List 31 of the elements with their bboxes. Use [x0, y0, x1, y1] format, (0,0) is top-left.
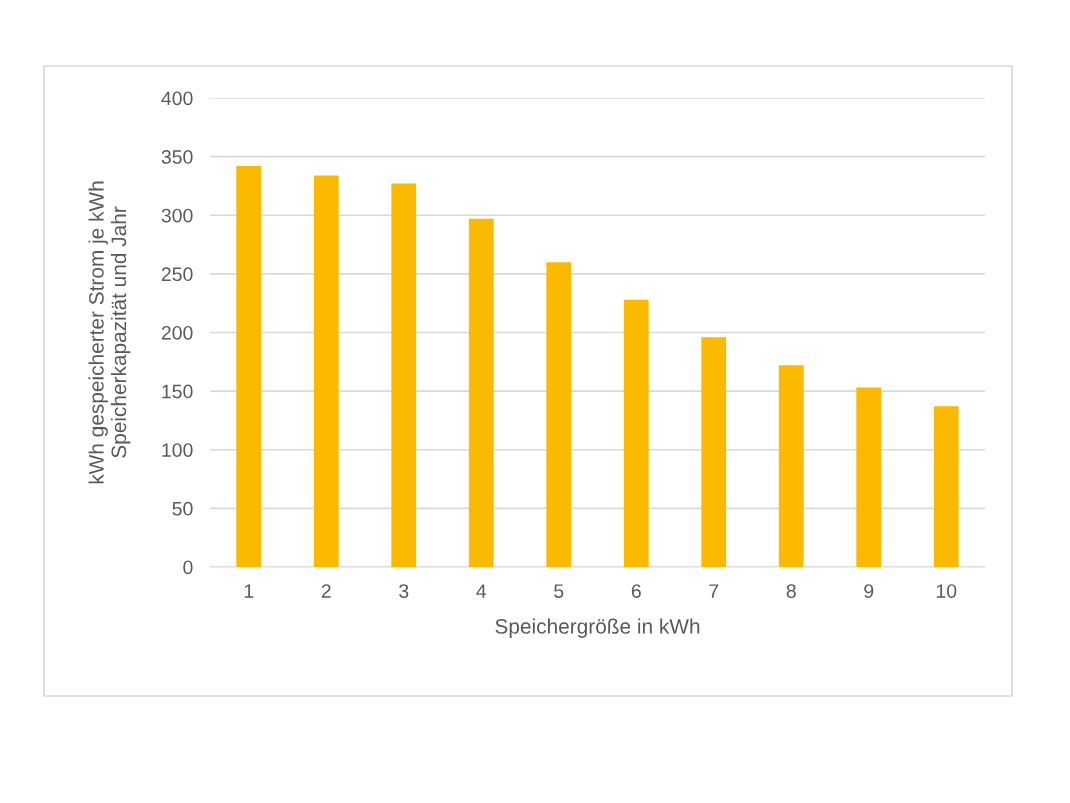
x-tick-label: 6	[631, 584, 641, 598]
bar	[546, 262, 572, 567]
bar	[313, 175, 339, 567]
x-tick-label: 9	[864, 584, 874, 598]
y-tick-label: 200	[161, 325, 193, 340]
bar	[468, 218, 494, 567]
y-tick-label: 350	[161, 150, 193, 164]
y-axis-title: kWh gespeicherter Strom je kWh Speicherkapazität und Jahr	[88, 181, 131, 484]
y-tick-label: 100	[162, 443, 193, 457]
x-tick-label: 7	[709, 584, 719, 598]
bar	[778, 365, 804, 567]
y-tick-label: 150	[162, 384, 193, 399]
y-tick-label: 300	[161, 208, 193, 223]
x-axis-title: Speichergröße in kWh	[495, 618, 700, 638]
x-tick-label: 1	[244, 584, 254, 598]
x-tick-label: 8	[786, 584, 796, 598]
y-tick-label: 50	[172, 501, 193, 516]
y-tick-label: 0	[183, 560, 193, 575]
x-tick-label: 3	[399, 584, 409, 598]
y-tick-label: 400	[161, 91, 193, 106]
bar	[236, 166, 262, 567]
y-tick-label: 250	[161, 267, 193, 282]
bar	[856, 387, 882, 567]
bar	[933, 406, 959, 567]
x-tick-label: 5	[554, 584, 564, 598]
x-tick-label: 4	[476, 584, 487, 598]
bar	[391, 183, 417, 567]
bar	[623, 299, 649, 567]
x-tick-label: 2	[321, 584, 331, 598]
x-tick-label: 10	[936, 584, 957, 598]
bar	[701, 337, 727, 567]
